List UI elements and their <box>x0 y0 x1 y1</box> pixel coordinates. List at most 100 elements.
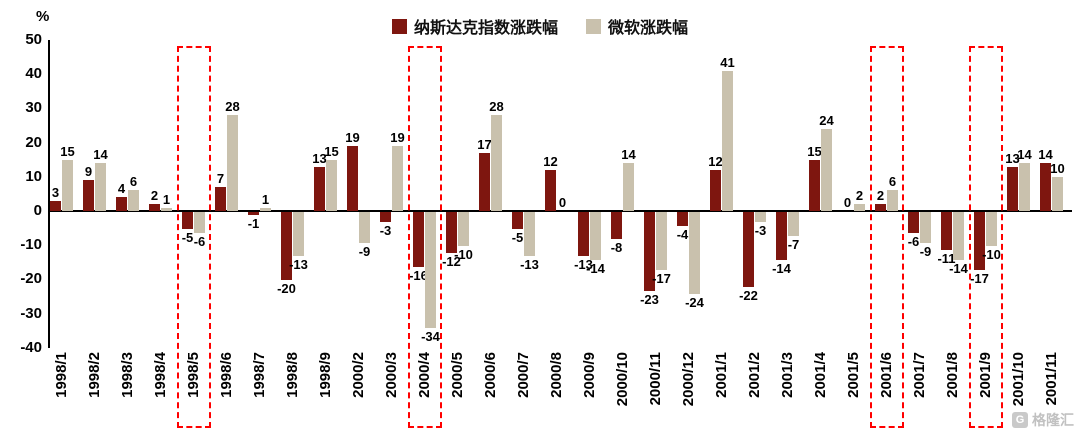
bar-value-label: 41 <box>720 54 735 70</box>
x-axis-label: 2000/2 <box>350 352 367 398</box>
bar-value-label: 3 <box>51 184 60 200</box>
bar-value-label: -4 <box>676 226 689 242</box>
bar-microsoft <box>359 212 370 243</box>
bar-nasdaq <box>644 212 655 291</box>
bar-value-label: -11 <box>937 250 956 266</box>
bar-value-label: 24 <box>819 112 834 128</box>
x-axis-label: 2000/6 <box>482 352 499 398</box>
bar-value-label: 4 <box>117 181 126 197</box>
watermark-logo-icon: G <box>1012 412 1028 428</box>
bar-value-label: -6 <box>907 233 920 249</box>
bar-value-label: -10 <box>454 247 473 263</box>
bar-microsoft <box>458 212 469 247</box>
bar-nasdaq <box>50 200 61 211</box>
bar-microsoft <box>425 212 436 329</box>
bar-value-label: -10 <box>982 247 1001 263</box>
bar-nasdaq <box>347 146 358 211</box>
bar-value-label: -5 <box>511 230 524 246</box>
zero-baseline <box>48 210 1072 212</box>
bar-microsoft <box>656 212 667 271</box>
y-axis-tick-label: 0 <box>33 202 42 219</box>
bar-value-label: 19 <box>390 130 405 146</box>
legend-item-nasdaq: 纳斯达克指数涨跌幅 <box>391 14 558 38</box>
bar-nasdaq <box>413 212 424 267</box>
x-axis-label: 1998/9 <box>317 352 334 398</box>
legend-swatch-microsoft <box>586 18 601 34</box>
x-axis-label: 2001/4 <box>812 352 829 398</box>
bar-value-label: 0 <box>558 195 567 210</box>
x-axis-label: 1998/4 <box>152 352 169 398</box>
y-axis-tick-label: 30 <box>25 99 42 117</box>
legend-item-microsoft: 微软涨跌幅 <box>586 14 688 38</box>
bar-value-label: 14 <box>1038 147 1053 163</box>
x-axis-label: 1998/6 <box>218 352 235 398</box>
bar-value-label: 15 <box>807 143 822 159</box>
bar-value-label: -16 <box>409 267 428 283</box>
bar-nasdaq <box>1040 163 1051 211</box>
bar-value-label: -14 <box>772 260 791 276</box>
bar-value-label: 17 <box>477 136 492 152</box>
legend: 纳斯达克指数涨跌幅 微软涨跌幅 <box>0 14 1080 38</box>
bar-value-label: 13 <box>1005 150 1020 166</box>
watermark: G 格隆汇 <box>1012 410 1074 430</box>
x-axis-label: 2000/5 <box>449 352 466 398</box>
bar-microsoft <box>689 212 700 295</box>
bar-value-label: -23 <box>640 291 659 307</box>
x-axis-label: 2000/12 <box>680 352 697 407</box>
legend-swatch-nasdaq <box>391 18 407 34</box>
bar-nasdaq <box>512 212 523 230</box>
highlight-box <box>870 46 904 428</box>
x-axis-label: 2000/11 <box>647 352 664 406</box>
highlight-box <box>408 46 442 428</box>
bar-value-label: -9 <box>358 243 371 259</box>
bar-value-label: 13 <box>312 150 327 166</box>
bar-value-label: -13 <box>574 257 593 273</box>
bar-value-label: 15 <box>324 143 339 159</box>
y-axis-tick-label: 10 <box>25 167 42 185</box>
y-axis-line <box>48 40 50 348</box>
bar-value-label: 19 <box>345 130 360 146</box>
watermark-text: 格隆汇 <box>1032 412 1074 428</box>
bar-value-label: 2 <box>876 188 885 204</box>
bar-nasdaq <box>809 159 820 211</box>
bar-nasdaq <box>116 197 127 211</box>
x-axis-label: 2001/7 <box>911 352 928 398</box>
bar-nasdaq <box>380 212 391 223</box>
y-axis-tick-label: 50 <box>25 31 42 48</box>
bar-microsoft <box>62 159 73 211</box>
bar-microsoft <box>755 212 766 223</box>
bar-nasdaq <box>149 204 160 211</box>
bar-value-label: 12 <box>708 153 723 169</box>
y-axis-tick-label: -10 <box>20 236 42 254</box>
y-axis-tick-label: -20 <box>20 270 42 288</box>
bar-microsoft <box>227 115 238 211</box>
bar-nasdaq <box>314 166 325 211</box>
bar-nasdaq <box>479 152 490 211</box>
bar-value-label: 6 <box>129 174 138 190</box>
x-axis-label: 2001/5 <box>845 352 862 398</box>
bar-value-label: -20 <box>277 281 296 297</box>
y-axis-tick-label: 40 <box>25 65 42 83</box>
bar-value-label: 9 <box>84 164 93 180</box>
x-axis-label: 1998/2 <box>86 352 103 398</box>
bar-nasdaq <box>215 187 226 211</box>
bar-value-label: -24 <box>685 295 704 311</box>
x-axis-label: 2000/7 <box>515 352 532 398</box>
bar-nasdaq <box>776 212 787 260</box>
x-axis-label: 1998/3 <box>119 352 136 398</box>
bar-microsoft <box>821 128 832 211</box>
x-axis-label: 2001/1 <box>713 352 730 398</box>
bar-microsoft <box>392 146 403 211</box>
bar-value-label: 1 <box>261 191 270 207</box>
bar-microsoft <box>194 212 205 233</box>
bar-microsoft <box>1019 163 1030 211</box>
x-axis-label: 1998/1 <box>53 352 70 398</box>
bar-value-label: -17 <box>970 271 989 287</box>
bar-microsoft <box>293 212 304 257</box>
highlight-box <box>177 46 211 428</box>
bar-microsoft <box>161 207 172 211</box>
bar-nasdaq <box>1007 166 1018 211</box>
x-axis-label: 2001/3 <box>779 352 796 398</box>
bar-value-label: -7 <box>787 236 800 252</box>
